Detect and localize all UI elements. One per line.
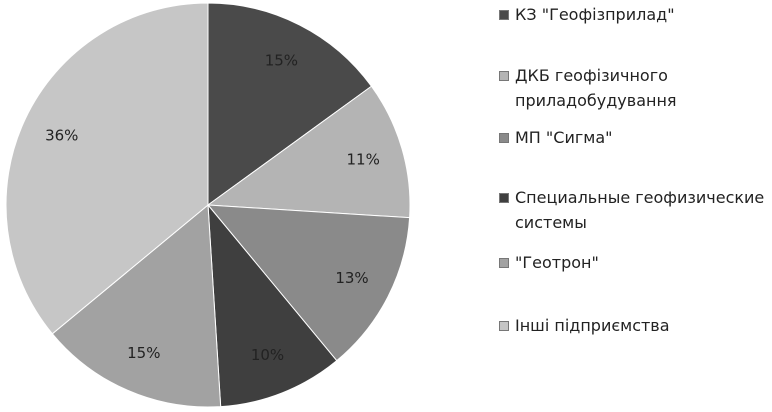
legend-item: "Геотрон" <box>497 250 767 275</box>
legend-swatch <box>499 133 509 143</box>
legend-label: ДКБ геофізичного приладобудування <box>515 66 677 110</box>
data-label: 11% <box>347 150 380 168</box>
legend-item: Специальные геофизические системы <box>497 185 767 235</box>
legend-label: КЗ "Геофізприлад" <box>515 5 675 24</box>
data-label: 36% <box>45 127 78 145</box>
pie-slice <box>5 2 209 335</box>
legend-label: МП "Сигма" <box>515 128 613 147</box>
legend-item: КЗ "Геофізприлад" <box>497 2 767 27</box>
data-label: 15% <box>265 52 298 70</box>
pie-slice <box>206 204 411 362</box>
pie-slice <box>206 85 411 219</box>
legend-item: МП "Сигма" <box>497 125 767 150</box>
data-label: 10% <box>251 346 284 364</box>
legend-swatch <box>499 10 509 20</box>
data-label: 13% <box>335 269 368 287</box>
pie-chart: 15% 11% 13% 10% 15% 36% <box>5 2 411 408</box>
pie-slice <box>51 203 222 408</box>
pie-slice <box>207 203 338 408</box>
legend-label: Специальные геофизические системы <box>515 188 765 232</box>
data-label: 15% <box>127 344 160 362</box>
legend-swatch <box>499 321 509 331</box>
pie-slice <box>207 2 373 206</box>
legend-label: "Геотрон" <box>515 253 599 272</box>
legend-item: Інші підприємства <box>497 313 767 338</box>
legend-label: Інші підприємства <box>515 316 670 335</box>
legend-swatch <box>499 258 509 268</box>
legend-item: ДКБ геофізичного приладобудування <box>497 63 767 113</box>
legend-swatch <box>499 71 509 81</box>
legend-swatch <box>499 193 509 203</box>
